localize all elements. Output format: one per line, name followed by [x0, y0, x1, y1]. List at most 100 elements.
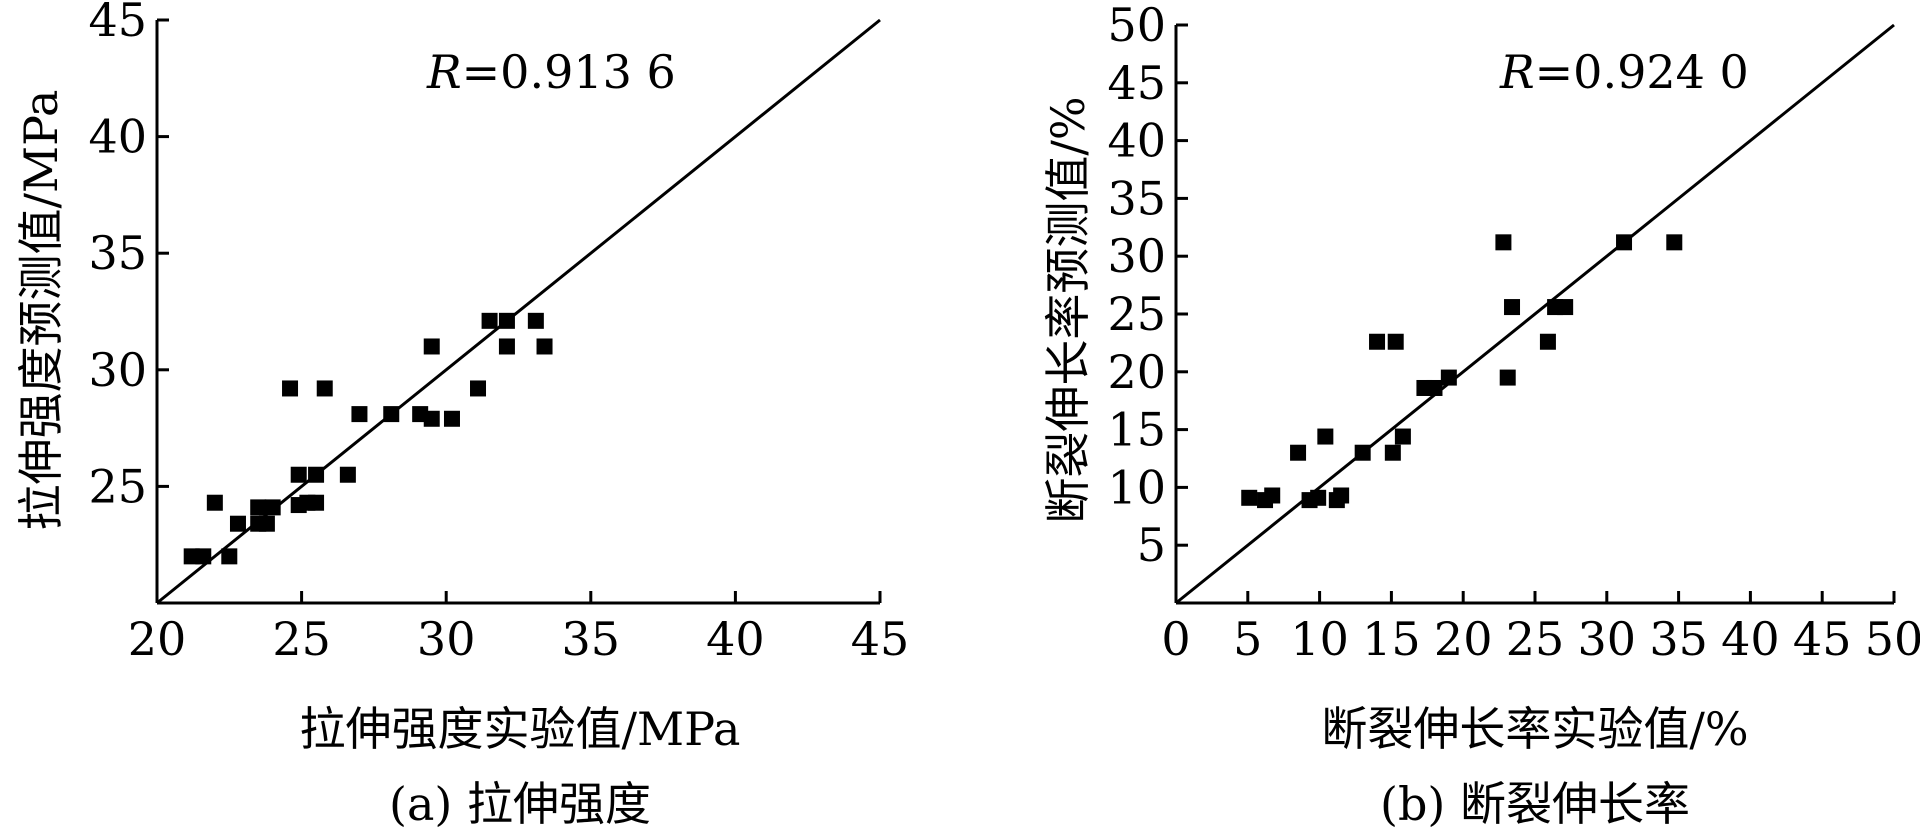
panel-a-points [183, 312, 553, 565]
data-point [308, 466, 325, 483]
data-point [308, 494, 325, 511]
x-tick-label: 40 [1721, 612, 1780, 666]
data-point [1241, 489, 1258, 506]
data-point [1369, 333, 1386, 350]
data-point [1616, 234, 1633, 251]
y-tick-label: 10 [1107, 460, 1166, 514]
panel-b-reference-line [1175, 23, 1895, 605]
y-tick-label: 30 [1107, 229, 1166, 283]
x-tick-label: 40 [706, 612, 765, 666]
panel-a-x-ticks: 20 25 30 35 40 45 [128, 591, 910, 666]
x-tick-label: 25 [1506, 612, 1565, 666]
y-tick-label: 5 [1137, 518, 1166, 572]
y-tick-label: 15 [1107, 403, 1166, 457]
data-point [1426, 379, 1443, 396]
data-point [229, 515, 246, 532]
data-point [423, 338, 440, 355]
data-point [1666, 234, 1683, 251]
x-tick-label: 20 [1434, 612, 1493, 666]
data-point [498, 312, 515, 329]
data-point [423, 410, 440, 427]
data-point [195, 548, 212, 565]
panel-a-reference-line [156, 18, 881, 605]
panel-a-y-ticks: 25 30 35 40 45 [88, 0, 169, 513]
data-point [1394, 428, 1411, 445]
x-tick-label: 30 [417, 612, 476, 666]
y-tick-label: 45 [88, 0, 147, 47]
data-point [1290, 444, 1307, 461]
data-point [339, 466, 356, 483]
panel-b-elongation-at-break: 0 5 10 15 20 25 30 35 40 45 50 5101520253035404550… [1041, 0, 1920, 831]
data-point [1384, 444, 1401, 461]
data-point [316, 380, 333, 397]
data-point [383, 406, 400, 423]
data-point [221, 548, 238, 565]
panel-b-r-value: =0.924 0 [1535, 45, 1749, 99]
x-tick-label: 25 [272, 612, 331, 666]
data-point [1504, 299, 1521, 316]
data-point [290, 466, 307, 483]
panel-b-x-ticks: 0 5 10 15 20 25 30 35 40 45 50 [1161, 591, 1920, 666]
data-point [481, 312, 498, 329]
data-point [258, 515, 275, 532]
x-tick-label: 35 [562, 612, 621, 666]
x-tick-label: 5 [1233, 612, 1262, 666]
panel-b-r-symbol: R [1499, 45, 1535, 99]
y-tick-label: 25 [88, 459, 147, 513]
panel-b-y-label: 断裂伸长率预测值/% [1041, 96, 1095, 523]
x-tick-label: 35 [1649, 612, 1708, 666]
x-tick-label: 15 [1362, 612, 1421, 666]
data-point [1387, 333, 1404, 350]
data-point [527, 312, 544, 329]
data-point [1333, 487, 1350, 504]
data-point [1557, 299, 1574, 316]
y-tick-label: 20 [1107, 345, 1166, 399]
data-point [1264, 487, 1281, 504]
x-tick-label: 0 [1161, 612, 1190, 666]
y-tick-label: 40 [88, 110, 147, 164]
data-point [351, 406, 368, 423]
panel-b-points [1241, 234, 1683, 509]
data-point [1354, 444, 1371, 461]
panel-a-x-label: 拉伸强度实验值/MPa [300, 702, 741, 756]
x-tick-label: 20 [128, 612, 187, 666]
panel-a-y-label: 拉伸强度预测值/MPa [14, 90, 68, 531]
panel-a-r-symbol: R [426, 45, 462, 99]
panel-a-r-annotation: R=0.913 6 [426, 45, 676, 99]
y-tick-label: 25 [1107, 287, 1166, 341]
x-tick-label: 50 [1865, 612, 1920, 666]
data-point [206, 494, 223, 511]
panel-a-caption: (a) 拉伸强度 [389, 777, 651, 831]
panel-a-axes [155, 20, 880, 605]
x-tick-label: 45 [851, 612, 910, 666]
panel-b-caption: (b) 断裂伸长率 [1380, 777, 1690, 831]
data-point [536, 338, 553, 355]
data-point [498, 338, 515, 355]
y-tick-label: 40 [1107, 114, 1166, 168]
data-point [443, 410, 460, 427]
data-point [1317, 428, 1334, 445]
panel-b-x-label: 断裂伸长率实验值/% [1321, 702, 1748, 756]
y-tick-label: 35 [1107, 171, 1166, 225]
y-tick-label: 45 [1107, 56, 1166, 110]
x-tick-label: 30 [1578, 612, 1637, 666]
panel-b-r-annotation: R=0.924 0 [1499, 45, 1749, 99]
panel-a-r-value: =0.913 6 [462, 45, 676, 99]
y-tick-label: 35 [88, 226, 147, 280]
data-point [1539, 333, 1556, 350]
x-tick-label: 45 [1793, 612, 1852, 666]
data-point [1310, 489, 1327, 506]
data-point [1499, 369, 1516, 386]
y-tick-label: 50 [1107, 0, 1166, 52]
data-point [470, 380, 487, 397]
data-point [250, 499, 267, 516]
panel-a-tensile-strength: 20 25 30 35 40 45 25 30 35 40 45 R=0.913 6 拉伸强度实验… [14, 0, 909, 831]
y-tick-label: 30 [88, 343, 147, 397]
data-point [1495, 234, 1512, 251]
data-point [282, 380, 299, 397]
data-point [1440, 369, 1457, 386]
data-point [264, 499, 281, 516]
x-tick-label: 10 [1290, 612, 1349, 666]
